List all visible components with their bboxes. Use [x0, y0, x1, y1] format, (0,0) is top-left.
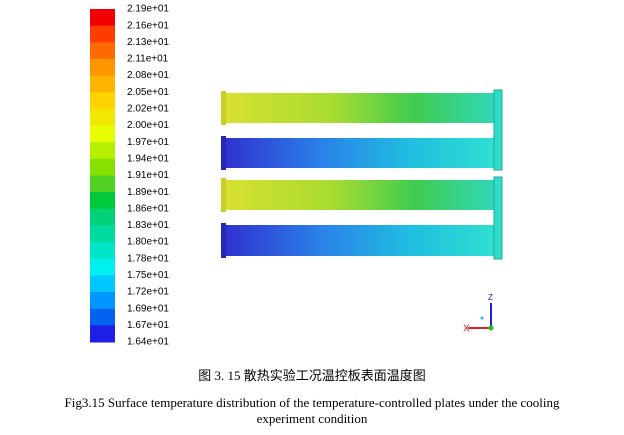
- colorbar-label: 1.75e+01: [127, 270, 169, 281]
- color-band: [90, 242, 115, 260]
- x-label: X: [463, 324, 470, 335]
- color-band: [90, 308, 115, 326]
- colorbar: 2.19e+01 2.16e+01 2.13e+01 2.11e+01 2.08e+01…: [90, 4, 169, 348]
- color-band: [90, 192, 115, 210]
- colorbar-label: 1.67e+01: [127, 320, 169, 331]
- origin: [488, 325, 494, 331]
- color-band: [90, 275, 115, 293]
- colorbar-label: 1.97e+01: [127, 137, 169, 148]
- z-label: Z: [488, 293, 493, 302]
- caption-cn: 图 3. 15 散热实验工况温控板表面温度图: [198, 368, 426, 383]
- color-band: [90, 325, 115, 343]
- colorbar-label: 2.19e+01: [127, 4, 169, 15]
- colorbar-label: 1.86e+01: [127, 203, 169, 214]
- colorbar-label: 2.00e+01: [127, 120, 169, 131]
- color-band: [90, 142, 115, 160]
- plates: [221, 89, 503, 260]
- colorbar-label: 1.83e+01: [127, 220, 169, 231]
- end-cap: [221, 136, 226, 170]
- colorbar-label: 2.16e+01: [127, 20, 169, 31]
- colorbar-label: 1.91e+01: [127, 170, 169, 181]
- color-band: [90, 9, 115, 27]
- plate: [224, 180, 496, 210]
- color-band: [90, 58, 115, 77]
- color-band: [90, 225, 115, 243]
- plate: [224, 138, 496, 168]
- end-cap: [221, 223, 226, 258]
- y-axis: [480, 316, 484, 320]
- color-band: [90, 92, 115, 110]
- color-band: [90, 42, 115, 60]
- plate: [224, 225, 496, 256]
- colorbar-label: 2.08e+01: [127, 70, 169, 81]
- colorbar-label: 1.69e+01: [127, 303, 169, 314]
- end-cap: [221, 91, 226, 125]
- color-band: [90, 258, 115, 276]
- connector: [493, 176, 503, 260]
- colorbar-label: 1.80e+01: [127, 237, 169, 248]
- color-band: [90, 292, 115, 310]
- color-band: [90, 75, 115, 93]
- color-band: [90, 125, 115, 143]
- end-cap: [221, 178, 226, 212]
- colorbar-label: 1.72e+01: [127, 287, 169, 298]
- colorbar-label: 2.13e+01: [127, 37, 169, 48]
- axis-triad: X Z: [463, 293, 494, 335]
- colorbar-label: 1.78e+01: [127, 253, 169, 264]
- colorbar-label: 2.02e+01: [127, 104, 169, 115]
- color-band: [90, 25, 115, 43]
- caption-en: experiment condition: [257, 411, 368, 426]
- caption-en: Fig3.15 Surface temperature distribution…: [65, 395, 560, 410]
- color-band: [90, 158, 115, 176]
- connector: [493, 89, 503, 171]
- color-band: [90, 175, 115, 193]
- color-band: [90, 108, 115, 127]
- colorbar-label: 1.64e+01: [127, 337, 169, 348]
- colorbar-label: 2.05e+01: [127, 87, 169, 98]
- plate: [224, 93, 496, 123]
- colorbar-label: 1.94e+01: [127, 153, 169, 164]
- colorbar-label: 1.89e+01: [127, 187, 169, 198]
- color-band: [90, 208, 115, 226]
- colorbar-label: 2.11e+01: [127, 54, 169, 65]
